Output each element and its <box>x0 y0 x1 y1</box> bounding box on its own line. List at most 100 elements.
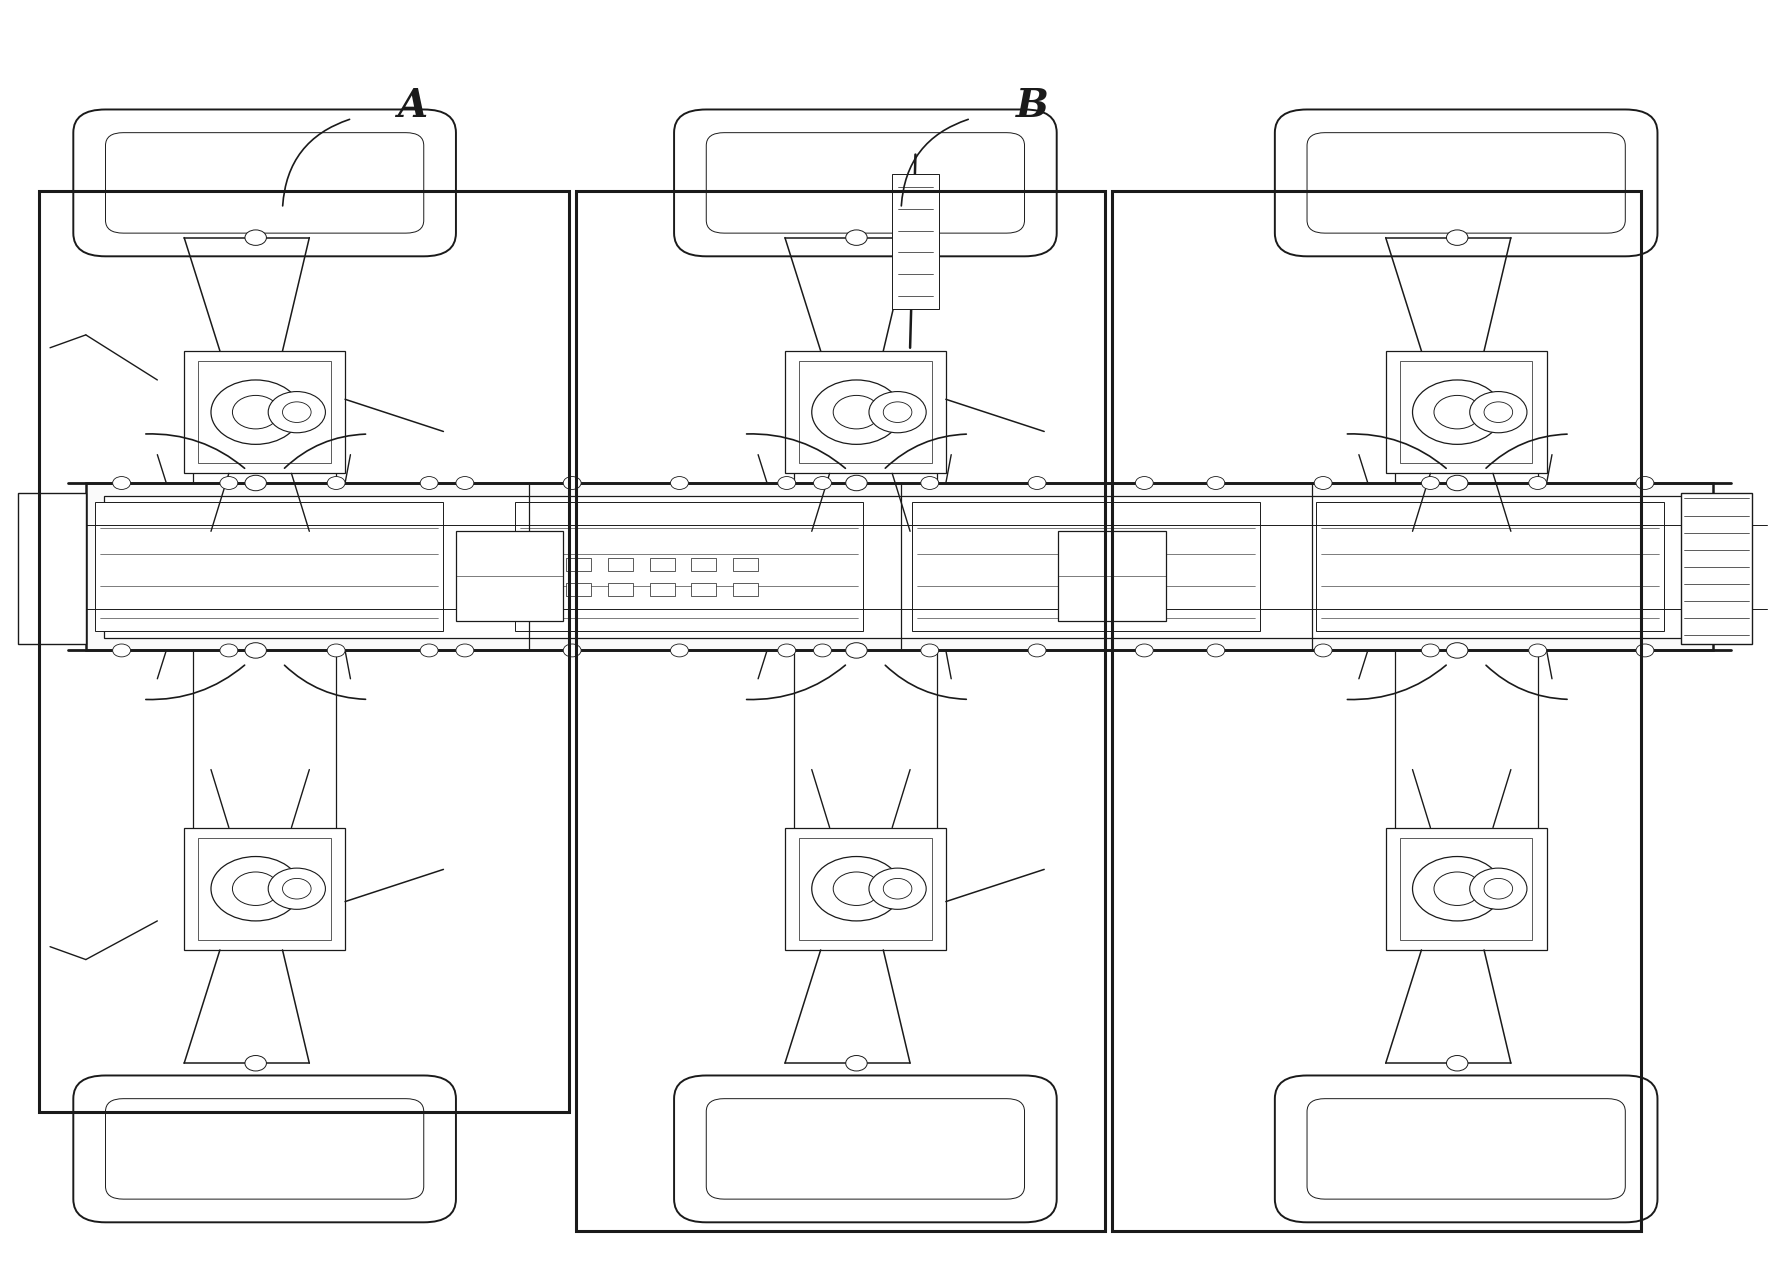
Circle shape <box>921 477 939 489</box>
Circle shape <box>1446 643 1468 658</box>
Circle shape <box>883 878 912 899</box>
Bar <box>649 558 674 571</box>
FancyBboxPatch shape <box>1275 1075 1657 1222</box>
Circle shape <box>833 872 880 905</box>
Circle shape <box>1636 644 1654 657</box>
Bar <box>483 558 508 571</box>
Circle shape <box>1028 477 1046 489</box>
Circle shape <box>211 380 300 444</box>
Circle shape <box>1314 644 1332 657</box>
Circle shape <box>846 475 867 491</box>
Circle shape <box>869 392 926 433</box>
Circle shape <box>778 644 796 657</box>
Circle shape <box>1135 477 1153 489</box>
Circle shape <box>563 477 581 489</box>
Bar <box>1400 838 1532 940</box>
Bar <box>524 558 549 571</box>
Bar <box>576 191 1105 1231</box>
Circle shape <box>1413 380 1502 444</box>
Circle shape <box>327 644 345 657</box>
Circle shape <box>833 395 880 429</box>
Bar <box>1112 191 1641 1231</box>
Circle shape <box>420 477 438 489</box>
Circle shape <box>1434 872 1480 905</box>
Circle shape <box>1484 402 1513 422</box>
Bar <box>1316 502 1665 631</box>
Circle shape <box>1434 395 1480 429</box>
Circle shape <box>1484 878 1513 899</box>
Circle shape <box>846 643 867 658</box>
Circle shape <box>232 872 279 905</box>
Bar <box>1058 531 1166 621</box>
Circle shape <box>814 477 831 489</box>
Circle shape <box>211 857 300 921</box>
Bar <box>95 502 443 631</box>
Bar <box>18 493 86 644</box>
Bar <box>608 558 633 571</box>
Circle shape <box>232 395 279 429</box>
Bar <box>799 362 932 464</box>
Circle shape <box>245 229 266 246</box>
FancyBboxPatch shape <box>674 109 1057 256</box>
Circle shape <box>283 878 311 899</box>
Circle shape <box>869 868 926 909</box>
Bar <box>649 583 674 596</box>
Circle shape <box>1028 644 1046 657</box>
Circle shape <box>812 380 901 444</box>
Circle shape <box>283 402 311 422</box>
Circle shape <box>1421 477 1439 489</box>
Circle shape <box>220 477 238 489</box>
Bar <box>86 483 1713 650</box>
Bar <box>198 838 331 940</box>
FancyBboxPatch shape <box>1307 1099 1625 1199</box>
Circle shape <box>245 475 266 491</box>
Circle shape <box>268 868 325 909</box>
Circle shape <box>1421 644 1439 657</box>
Bar <box>733 583 758 596</box>
Bar <box>104 496 1695 638</box>
Circle shape <box>420 644 438 657</box>
FancyBboxPatch shape <box>674 1075 1057 1222</box>
Circle shape <box>670 477 688 489</box>
Bar <box>692 558 717 571</box>
Circle shape <box>670 644 688 657</box>
FancyBboxPatch shape <box>73 109 456 256</box>
Circle shape <box>1446 475 1468 491</box>
Bar <box>198 362 331 464</box>
Circle shape <box>1207 477 1225 489</box>
Bar <box>892 174 939 309</box>
Circle shape <box>1207 644 1225 657</box>
Text: B: B <box>1016 86 1048 125</box>
Bar <box>184 350 345 473</box>
Circle shape <box>778 477 796 489</box>
Circle shape <box>846 1056 867 1072</box>
Circle shape <box>1413 857 1502 921</box>
Bar <box>524 583 549 596</box>
Circle shape <box>846 229 867 246</box>
Bar <box>1681 493 1752 644</box>
Circle shape <box>113 477 131 489</box>
Bar <box>608 583 633 596</box>
Circle shape <box>1529 477 1547 489</box>
Bar <box>912 502 1261 631</box>
Bar <box>184 828 345 951</box>
Bar <box>515 502 864 631</box>
Bar <box>733 558 758 571</box>
Circle shape <box>220 644 238 657</box>
Circle shape <box>245 643 266 658</box>
Circle shape <box>1314 477 1332 489</box>
Bar <box>483 583 508 596</box>
Bar <box>456 531 563 621</box>
Bar <box>785 828 946 951</box>
Circle shape <box>1446 229 1468 246</box>
FancyBboxPatch shape <box>706 1099 1025 1199</box>
Bar <box>785 350 946 473</box>
FancyBboxPatch shape <box>73 1075 456 1222</box>
Circle shape <box>1446 1056 1468 1072</box>
Circle shape <box>327 477 345 489</box>
FancyBboxPatch shape <box>105 1099 424 1199</box>
Circle shape <box>883 402 912 422</box>
Circle shape <box>113 644 131 657</box>
Circle shape <box>1529 644 1547 657</box>
Text: A: A <box>397 86 427 125</box>
